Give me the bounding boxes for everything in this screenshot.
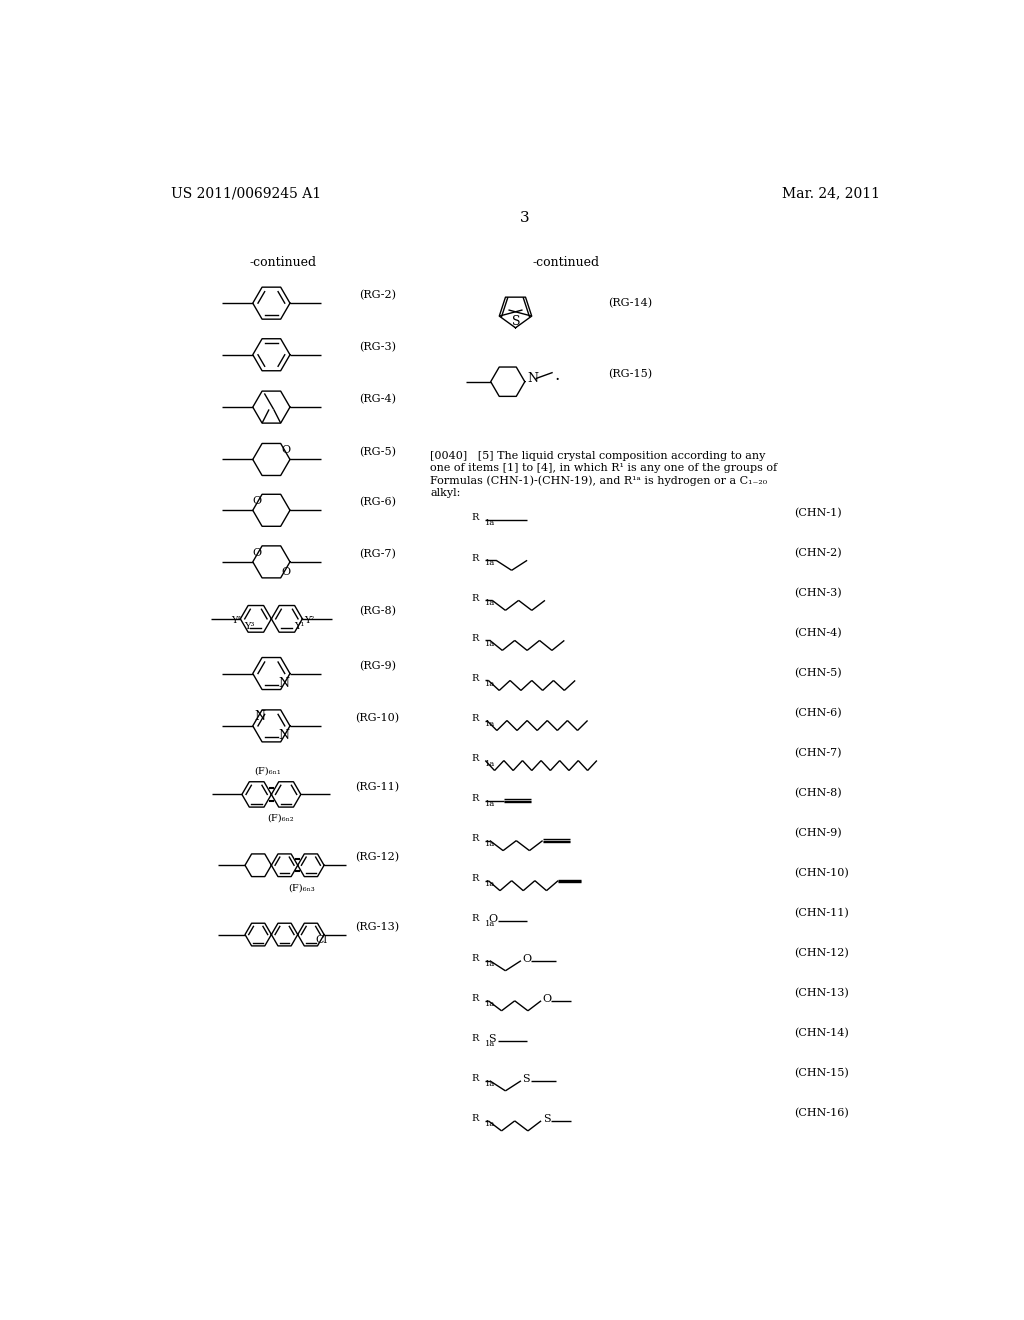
Text: R: R xyxy=(472,954,479,962)
Text: R: R xyxy=(472,793,479,803)
Text: [0040]   [5] The liquid crystal composition according to any: [0040] [5] The liquid crystal compositio… xyxy=(430,451,766,461)
Text: R: R xyxy=(472,714,479,722)
Text: (F)₆ₙ₁: (F)₆ₙ₁ xyxy=(254,766,281,775)
Text: 1a: 1a xyxy=(484,800,495,808)
Text: 1a: 1a xyxy=(484,1040,495,1048)
Text: R: R xyxy=(472,634,479,643)
Text: (RG-3): (RG-3) xyxy=(359,342,396,352)
Text: 1a: 1a xyxy=(484,840,495,847)
Text: (CHN-10): (CHN-10) xyxy=(795,867,849,878)
Text: (CHN-2): (CHN-2) xyxy=(795,548,842,558)
Text: S: S xyxy=(522,1074,530,1084)
Text: (F)₆ₙ₃: (F)₆ₙ₃ xyxy=(289,883,315,892)
Text: S: S xyxy=(512,315,521,329)
Text: N: N xyxy=(279,677,290,690)
Text: 1a: 1a xyxy=(484,560,495,568)
Text: (CHN-11): (CHN-11) xyxy=(795,908,849,919)
Text: R: R xyxy=(472,874,479,883)
Text: 1a: 1a xyxy=(484,1080,495,1088)
Text: O: O xyxy=(522,954,531,964)
Text: (CHN-4): (CHN-4) xyxy=(795,627,842,638)
Text: (CHN-16): (CHN-16) xyxy=(795,1107,849,1118)
Text: (CHN-7): (CHN-7) xyxy=(795,747,842,758)
Text: alkyl:: alkyl: xyxy=(430,488,461,498)
Text: (CHN-6): (CHN-6) xyxy=(795,708,842,718)
Text: 1a: 1a xyxy=(484,680,495,688)
Text: R: R xyxy=(472,673,479,682)
Text: (CHN-3): (CHN-3) xyxy=(795,587,842,598)
Text: (CHN-12): (CHN-12) xyxy=(795,948,849,958)
Text: S: S xyxy=(488,1035,496,1044)
Text: US 2011/0069245 A1: US 2011/0069245 A1 xyxy=(171,186,321,201)
Text: (RG-4): (RG-4) xyxy=(359,395,396,404)
Text: O: O xyxy=(488,915,498,924)
Text: R: R xyxy=(472,754,479,763)
Text: Cl: Cl xyxy=(315,935,327,945)
Text: Y³: Y³ xyxy=(245,622,255,631)
Text: (CHN-9): (CHN-9) xyxy=(795,828,842,838)
Text: (RG-2): (RG-2) xyxy=(359,290,396,301)
Text: 1a: 1a xyxy=(484,960,495,968)
Text: R: R xyxy=(472,1074,479,1082)
Text: 1a: 1a xyxy=(484,759,495,768)
Text: 1a: 1a xyxy=(484,599,495,607)
Text: (RG-5): (RG-5) xyxy=(359,446,396,457)
Text: (RG-13): (RG-13) xyxy=(355,921,399,932)
Text: 1a: 1a xyxy=(484,519,495,528)
Text: Formulas (CHN-1)-(CHN-19), and R¹ᵃ is hydrogen or a C₁₋₂₀: Formulas (CHN-1)-(CHN-19), and R¹ᵃ is hy… xyxy=(430,475,767,486)
Text: Y⁴: Y⁴ xyxy=(231,616,242,624)
Text: R: R xyxy=(472,594,479,602)
Text: R: R xyxy=(472,513,479,523)
Text: (RG-9): (RG-9) xyxy=(359,661,396,671)
Text: N: N xyxy=(254,710,265,723)
Text: O: O xyxy=(282,445,291,455)
Text: (RG-10): (RG-10) xyxy=(355,713,399,723)
Text: Mar. 24, 2011: Mar. 24, 2011 xyxy=(781,186,880,201)
Text: S: S xyxy=(543,1114,550,1125)
Text: O: O xyxy=(253,548,262,558)
Text: 1a: 1a xyxy=(484,1119,495,1129)
Text: (RG-14): (RG-14) xyxy=(608,298,652,309)
Text: one of items [1] to [4], in which R¹ is any one of the groups of: one of items [1] to [4], in which R¹ is … xyxy=(430,463,777,474)
Text: (RG-12): (RG-12) xyxy=(355,853,399,863)
Text: N: N xyxy=(527,372,539,385)
Text: (RG-15): (RG-15) xyxy=(608,368,652,379)
Text: O: O xyxy=(282,566,291,577)
Text: O: O xyxy=(253,496,262,506)
Text: (CHN-5): (CHN-5) xyxy=(795,668,842,678)
Text: 1a: 1a xyxy=(484,879,495,888)
Text: R: R xyxy=(472,553,479,562)
Text: R: R xyxy=(472,1114,479,1123)
Text: R: R xyxy=(472,994,479,1003)
Text: .: . xyxy=(554,367,559,384)
Text: (RG-7): (RG-7) xyxy=(359,549,396,560)
Text: (RG-11): (RG-11) xyxy=(355,781,399,792)
Text: (CHN-15): (CHN-15) xyxy=(795,1068,849,1078)
Text: 1a: 1a xyxy=(484,999,495,1008)
Text: O: O xyxy=(543,994,552,1005)
Text: (F)₆ₙ₂: (F)₆ₙ₂ xyxy=(267,814,294,822)
Text: (RG-6): (RG-6) xyxy=(359,498,396,508)
Text: 1a: 1a xyxy=(484,639,495,648)
Text: 1a: 1a xyxy=(484,920,495,928)
Text: R: R xyxy=(472,1034,479,1043)
Text: (CHN-14): (CHN-14) xyxy=(795,1028,849,1039)
Text: R: R xyxy=(472,834,479,842)
Text: -continued: -continued xyxy=(532,256,599,269)
Text: Y²: Y² xyxy=(304,616,314,624)
Text: 1a: 1a xyxy=(484,719,495,727)
Text: (RG-8): (RG-8) xyxy=(359,606,396,616)
Text: R: R xyxy=(472,913,479,923)
Text: (CHN-1): (CHN-1) xyxy=(795,507,842,517)
Text: -continued: -continued xyxy=(250,256,316,269)
Text: 3: 3 xyxy=(520,211,529,226)
Text: Y¹: Y¹ xyxy=(294,622,304,631)
Text: N: N xyxy=(279,729,290,742)
Text: (CHN-8): (CHN-8) xyxy=(795,788,842,799)
Text: (CHN-13): (CHN-13) xyxy=(795,987,849,998)
